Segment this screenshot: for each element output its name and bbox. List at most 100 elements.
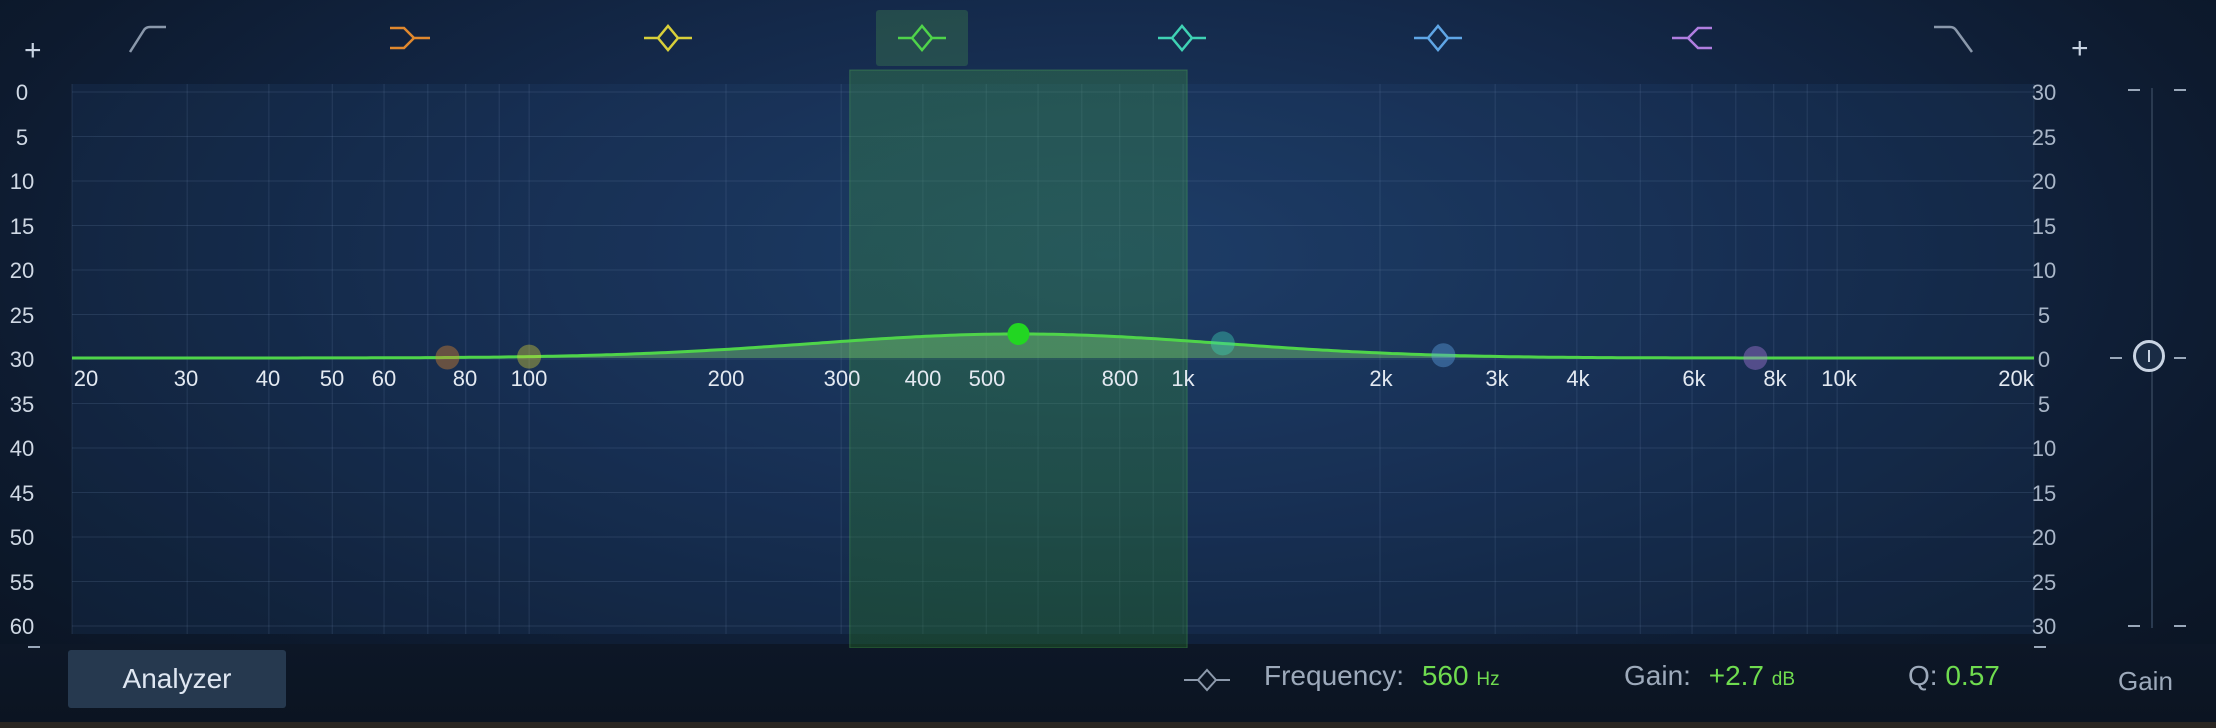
band-node[interactable] xyxy=(1431,343,1456,368)
eq-graph[interactable] xyxy=(0,0,2216,648)
window-bottom-edge xyxy=(0,722,2216,728)
selected-band-region xyxy=(849,69,1188,648)
master-gain-knob[interactable] xyxy=(2133,340,2165,372)
slider-tick xyxy=(2174,89,2186,91)
add-band-left-button[interactable]: + xyxy=(24,34,42,67)
right-scale-label: 30 xyxy=(2031,614,2057,639)
eq-curve-fill xyxy=(72,334,2034,358)
frequency-unit: Hz xyxy=(1476,669,1500,690)
high-cut-icon xyxy=(1934,25,1974,53)
high-shelf-icon xyxy=(1672,26,1712,50)
frequency-value[interactable]: 560 xyxy=(1421,660,1469,691)
frequency-label: 50 xyxy=(319,366,345,391)
frequency-label: 30 xyxy=(173,366,199,391)
frequency-label: 200 xyxy=(707,366,745,391)
frequency-label: 60 xyxy=(371,366,397,391)
master-gain-label: Gain xyxy=(2118,666,2173,696)
left-scale-label: 5 xyxy=(15,125,29,150)
frequency-readout[interactable]: Frequency: 560 Hz xyxy=(1264,660,1500,692)
low-cut-icon xyxy=(128,25,166,53)
band-button-bell-3[interactable] xyxy=(1136,10,1228,66)
frequency-label: 1k xyxy=(1171,366,1195,391)
left-scale-label: 35 xyxy=(9,392,35,417)
left-scale-label: 0 xyxy=(15,80,29,105)
left-scale-label: 25 xyxy=(9,303,35,328)
frequency-label: 40 xyxy=(255,366,281,391)
left-scale-label: 45 xyxy=(9,481,35,506)
left-scale-label: 40 xyxy=(9,436,35,461)
right-scale-label: 20 xyxy=(2031,525,2057,550)
slider-tick xyxy=(2110,357,2122,359)
right-scale-label: 10 xyxy=(2031,258,2057,283)
right-scale-label: 25 xyxy=(2031,570,2057,595)
bell-filter-icon xyxy=(898,24,946,52)
band-node[interactable] xyxy=(1007,322,1030,345)
gain-unit: dB xyxy=(1771,669,1796,690)
band-button-low-shelf[interactable] xyxy=(362,10,454,66)
left-scale-label: 55 xyxy=(9,570,35,595)
parameter-bar xyxy=(0,644,2216,728)
frequency-label: 2k xyxy=(1369,366,1393,391)
gain-readout[interactable]: Gain: +2.7 dB xyxy=(1624,660,1795,692)
frequency-label: 100 xyxy=(510,366,548,391)
left-scale-label: 50 xyxy=(9,525,35,550)
band-node[interactable] xyxy=(435,345,460,370)
analyzer-button[interactable]: Analyzer xyxy=(68,650,286,708)
bell-filter-icon xyxy=(1158,24,1206,52)
band-button-high-cut[interactable] xyxy=(1906,10,1998,66)
left-scale-label: 20 xyxy=(9,258,35,283)
frequency-label: 800 xyxy=(1101,366,1139,391)
frequency-label: 6k xyxy=(1682,366,1706,391)
left-scale-label: 30 xyxy=(9,347,35,372)
eq-curve xyxy=(72,332,2034,360)
frequency-label: 400 xyxy=(904,366,942,391)
band-button-bell-1[interactable] xyxy=(622,10,714,66)
scale-tick xyxy=(2034,646,2046,648)
add-band-right-button[interactable]: + xyxy=(2071,32,2089,65)
bell-filter-icon xyxy=(644,24,692,52)
right-scale-label: 5 xyxy=(2037,392,2051,417)
frequency-label: 80 xyxy=(452,366,478,391)
frequency-label: 300 xyxy=(823,366,861,391)
right-scale-label: 30 xyxy=(2031,80,2057,105)
gain-value[interactable]: +2.7 xyxy=(1708,660,1764,691)
band-button-low-cut[interactable] xyxy=(104,10,196,66)
right-scale-label: 15 xyxy=(2031,481,2057,506)
frequency-label: 500 xyxy=(968,366,1006,391)
q-value[interactable]: 0.57 xyxy=(1945,660,2000,691)
slider-tick xyxy=(2174,357,2186,359)
band-node[interactable] xyxy=(1210,331,1235,356)
scale-tick xyxy=(28,646,40,648)
q-readout[interactable]: Q: 0.57 xyxy=(1908,660,2000,692)
left-scale-label: 10 xyxy=(9,169,35,194)
frequency-label: Frequency: xyxy=(1264,660,1405,691)
bell-filter-icon xyxy=(1184,668,1230,692)
low-shelf-icon xyxy=(390,26,430,50)
frequency-label: 20k xyxy=(1998,366,2034,391)
right-scale-label: 0 xyxy=(2037,347,2051,372)
right-scale-label: 5 xyxy=(2037,303,2051,328)
gain-label: Gain: xyxy=(1624,660,1691,691)
frequency-label: 20 xyxy=(73,366,99,391)
frequency-label: 3k xyxy=(1485,366,1509,391)
right-scale-label: 15 xyxy=(2031,214,2057,239)
frequency-label: 10k xyxy=(1821,366,1857,391)
band-button-bell-4[interactable] xyxy=(1392,10,1484,66)
right-scale-label: 20 xyxy=(2031,169,2057,194)
slider-tick xyxy=(2128,625,2140,627)
band-button-high-shelf[interactable] xyxy=(1648,10,1740,66)
band-button-bell-2[interactable] xyxy=(876,10,968,66)
slider-tick xyxy=(2128,89,2140,91)
frequency-label: 4k xyxy=(1566,366,1590,391)
bell-filter-icon xyxy=(1414,24,1462,52)
band-node[interactable] xyxy=(517,344,542,369)
left-scale-label: 15 xyxy=(9,214,35,239)
q-label: Q: xyxy=(1908,660,1938,691)
right-scale-label: 10 xyxy=(2031,436,2057,461)
left-scale-label: 60 xyxy=(9,614,35,639)
right-scale-label: 25 xyxy=(2031,125,2057,150)
frequency-label: 8k xyxy=(1763,366,1787,391)
band-node[interactable] xyxy=(1743,345,1768,370)
slider-tick xyxy=(2174,625,2186,627)
